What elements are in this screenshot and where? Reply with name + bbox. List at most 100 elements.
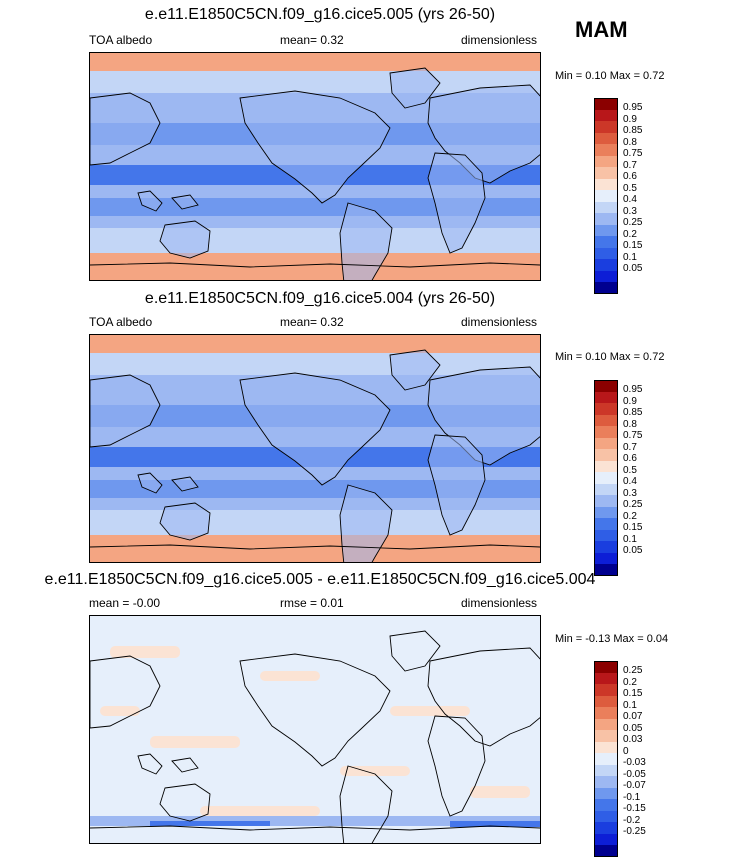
colorbar-swatch [594, 270, 618, 282]
colorbar-tick-label: 0.7 [623, 159, 637, 171]
coastline [171, 476, 199, 492]
colorbar-tick-label: 0.07 [623, 711, 643, 722]
colorbar-swatch [594, 822, 618, 834]
colorbar-swatch [594, 661, 618, 673]
colorbar-tick-label: 0.2 [623, 228, 637, 240]
colorbar-swatch [594, 506, 618, 518]
colorbar-tick-label: -0.03 [623, 757, 646, 768]
colorbar-swatch [594, 437, 618, 449]
colorbar-swatch [594, 787, 618, 799]
colorbar-swatch [594, 109, 618, 121]
coastline [90, 374, 161, 448]
colorbar-tick-label: 0.4 [623, 476, 637, 487]
colorbar-swatch [594, 833, 618, 845]
colorbar-swatch [594, 684, 618, 696]
colorbar-swatch [594, 414, 618, 426]
panel-3-rmse-label: rmse = 0.01 [280, 596, 344, 610]
colorbar-tick-label: -0.1 [623, 791, 641, 803]
panel-3-colorbar [594, 661, 618, 857]
panel-3-units-label: dimensionless [461, 596, 538, 610]
coastline [389, 349, 441, 391]
coastline [389, 630, 441, 672]
colorbar-tick-label: -0.2 [623, 814, 641, 826]
colorbar-tick-label: 0.1 [623, 699, 637, 711]
colorbar-swatch [594, 718, 618, 730]
colorbar-swatch [594, 247, 618, 259]
colorbar-tick-label: 0.25 [623, 499, 643, 510]
colorbar-tick-label: 0 [623, 745, 629, 757]
colorbar-swatch [594, 672, 618, 684]
colorbar-tick-label: 0.3 [623, 205, 637, 217]
colorbar-swatch [594, 518, 618, 530]
colorbar-tick-label: 0.7 [623, 441, 637, 453]
colorbar-swatch [594, 707, 618, 719]
colorbar-swatch [594, 776, 618, 788]
colorbar-tick-label: 0.75 [623, 148, 643, 159]
coastline [339, 484, 393, 562]
coastline [389, 67, 441, 109]
panel-3-minmax: Min = -0.13 Max = 0.04 [555, 633, 669, 645]
colorbar-swatch [594, 213, 618, 225]
colorbar-tick-label: 0.85 [623, 407, 643, 418]
coastline [427, 647, 540, 747]
coastline [90, 92, 161, 166]
panel-2-variable-label: TOA albedo [89, 315, 153, 329]
panel-3-title: e.e11.E1850C5CN.f09_g16.cice5.005 - e.e1… [44, 571, 596, 588]
colorbar-tick-label: 0.15 [623, 688, 643, 699]
coastline [90, 655, 161, 729]
colorbar-tick-label: 0.6 [623, 453, 637, 464]
panel-1-minmax: Min = 0.10 Max = 0.72 [555, 70, 665, 82]
colorbar-tick-label: 0.05 [623, 263, 643, 274]
colorbar-tick-label: 0.95 [623, 102, 643, 113]
panel-2-minmax: Min = 0.10 Max = 0.72 [555, 351, 665, 363]
panel-1-title: e.e11.E1850C5CN.f09_g16.cice5.005 (yrs 2… [144, 6, 496, 23]
colorbar-tick-label: -0.25 [623, 826, 646, 837]
colorbar-tick-label: 0.8 [623, 418, 637, 430]
colorbar-tick-label: 0.1 [623, 251, 637, 263]
colorbar-tick-label: 0.03 [623, 734, 643, 745]
coastline [239, 372, 391, 486]
panel-2-mean-label: mean= 0.32 [280, 315, 344, 329]
colorbar-swatch [594, 741, 618, 753]
colorbar-tick-label: 0.9 [623, 395, 637, 407]
colorbar-swatch [594, 810, 618, 822]
colorbar-swatch [594, 98, 618, 110]
colorbar-tick-label: 0.9 [623, 113, 637, 125]
colorbar-swatch [594, 380, 618, 392]
colorbar-swatch [594, 552, 618, 564]
panel-2-title: e.e11.E1850C5CN.f09_g16.cice5.004 (yrs 2… [144, 290, 496, 307]
coastline [427, 152, 486, 254]
colorbar-swatch [594, 753, 618, 765]
colorbar-tick-label: 0.05 [623, 722, 643, 734]
colorbar-swatch [594, 483, 618, 495]
coastline [159, 502, 211, 541]
colorbar-tick-label: 0.15 [623, 522, 643, 533]
panel-2-units-label: dimensionless [461, 315, 538, 329]
colorbar-swatch [594, 403, 618, 415]
colorbar-swatch [594, 282, 618, 294]
panel-1-mean-label: mean= 0.32 [280, 33, 344, 47]
colorbar-swatch [594, 132, 618, 144]
panel-1-colorbar [594, 98, 618, 294]
colorbar-swatch [594, 564, 618, 576]
panel-1-map [89, 52, 541, 281]
colorbar-swatch [594, 121, 618, 133]
colorbar-swatch [594, 190, 618, 202]
colorbar-tick-label: 0.05 [623, 545, 643, 556]
colorbar-swatch [594, 426, 618, 438]
colorbar-tick-label: 0.95 [623, 384, 643, 395]
panel-2-map [89, 334, 541, 563]
coastline [137, 753, 163, 775]
colorbar-swatch [594, 695, 618, 707]
colorbar-swatch [594, 167, 618, 179]
colorbar-swatch [594, 155, 618, 167]
panel-3-mean-label: mean = -0.00 [89, 596, 161, 610]
colorbar-tick-label: 0.4 [623, 194, 637, 205]
colorbar-tick-label: 0.5 [623, 182, 637, 194]
season-label: MAM [575, 17, 628, 42]
colorbar-tick-label: -0.05 [623, 768, 646, 780]
colorbar-swatch [594, 449, 618, 461]
panel-3-map [89, 615, 541, 844]
colorbar-tick-label: 0.1 [623, 533, 637, 545]
colorbar-swatch [594, 845, 618, 857]
